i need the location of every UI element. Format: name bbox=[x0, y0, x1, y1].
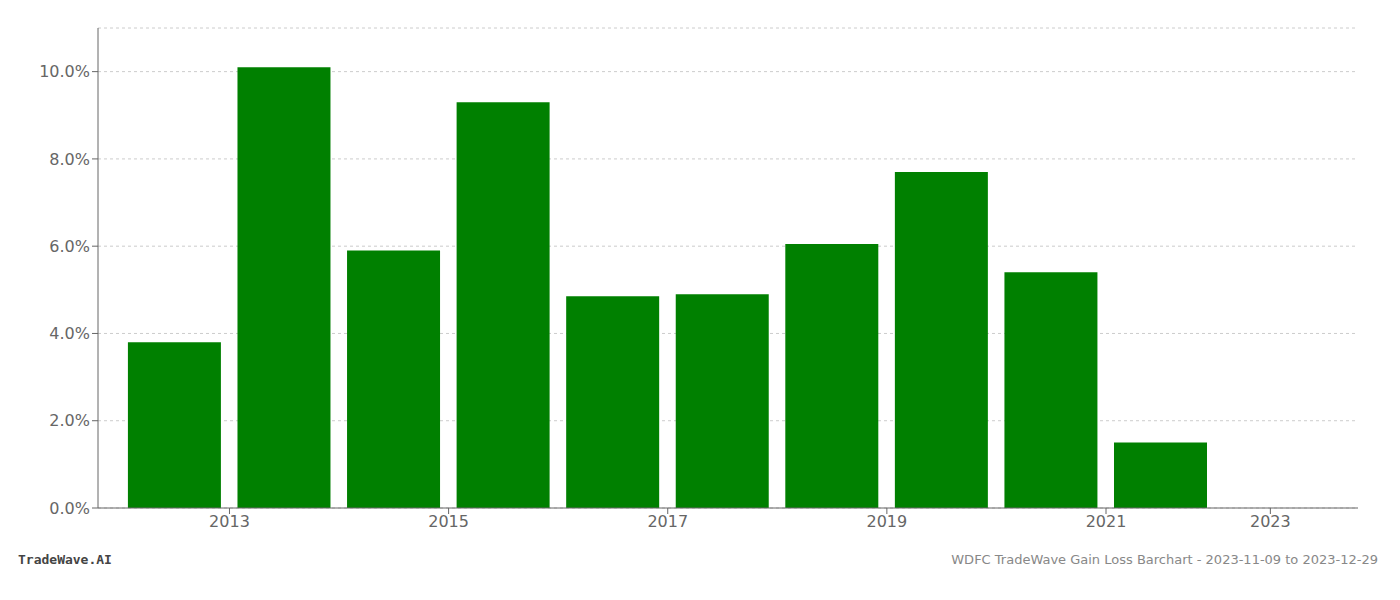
svg-text:2019: 2019 bbox=[867, 512, 908, 531]
html-text:WDFC TradeWave Gain Loss Barch: WDFC TradeWave Gain Loss Barchart - 2023… bbox=[951, 552, 1378, 567]
svg-text:10.0%: 10.0% bbox=[39, 62, 90, 81]
svg-text:6.0%: 6.0% bbox=[49, 237, 90, 256]
html-text:TradeWave.AI: TradeWave.AI bbox=[18, 552, 112, 567]
svg-text:2023: 2023 bbox=[1250, 512, 1291, 531]
svg-text:2013: 2013 bbox=[209, 512, 250, 531]
svg-text:2021: 2021 bbox=[1086, 512, 1127, 531]
svg-text:4.0%: 4.0% bbox=[49, 324, 90, 343]
svg-text:2015: 2015 bbox=[428, 512, 469, 531]
svg-text:2017: 2017 bbox=[647, 512, 688, 531]
svg-text:2.0%: 2.0% bbox=[49, 411, 90, 430]
svg-text:8.0%: 8.0% bbox=[49, 150, 90, 169]
svg-text:0.0%: 0.0% bbox=[49, 499, 90, 518]
